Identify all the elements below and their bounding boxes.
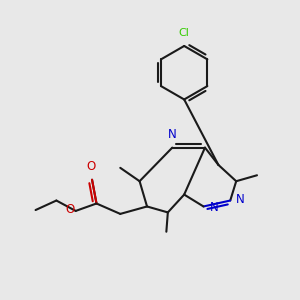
Text: N: N: [209, 201, 218, 214]
Text: O: O: [86, 160, 95, 173]
Text: N: N: [168, 128, 177, 141]
Text: O: O: [66, 203, 75, 216]
Text: Cl: Cl: [179, 28, 190, 38]
Text: N: N: [236, 193, 245, 206]
